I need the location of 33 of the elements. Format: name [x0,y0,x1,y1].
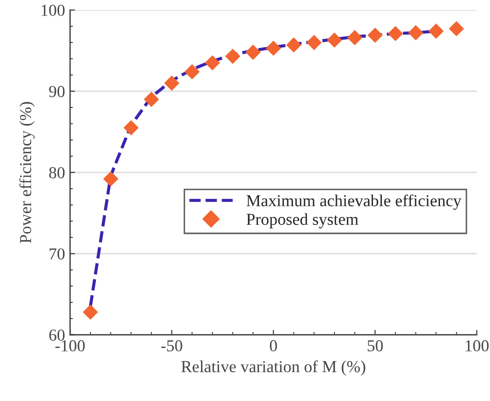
y-axis-title: Power efficiency (%) [19,102,35,244]
point [82,304,98,320]
y-tick-label: 80 [49,167,65,178]
point [225,48,240,64]
point [103,171,118,187]
point [266,40,282,56]
point [123,120,139,136]
point [306,34,322,50]
point [286,37,302,53]
y-tick-label: 100 [42,4,65,16]
point [367,28,383,43]
legend-label: Proposed system [246,213,358,228]
point [184,64,200,80]
point [448,21,464,36]
point [326,32,342,48]
x-tick-label: -50 [161,340,182,352]
point [428,24,444,39]
x-tick-label: 100 [466,340,489,352]
y-tick-label: 90 [49,86,65,98]
point [164,76,180,91]
point [144,92,160,107]
x-tick-label: 0 [270,340,277,352]
y-tick-label: 60 [49,330,65,341]
x-tick-label: 50 [368,340,383,352]
point [204,55,220,70]
point [245,44,261,60]
y-tick-label: 70 [50,248,65,260]
point [408,25,424,40]
x-axis-title: Relative variation of M (%) [181,360,366,376]
x-tick-label: -100 [55,340,85,352]
point [347,30,362,46]
legend-label: Maximum achievable efficiency [246,194,462,210]
point [388,26,404,42]
